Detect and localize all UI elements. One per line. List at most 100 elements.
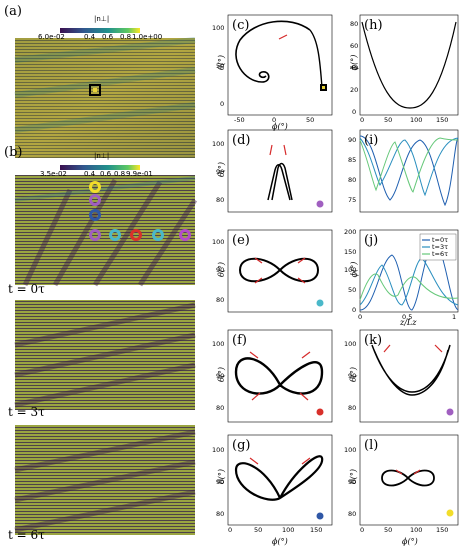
panel-label-l: (l)	[364, 438, 379, 453]
panel-label-c: (c)	[232, 18, 250, 33]
tick-j-x-0: 0	[358, 313, 363, 321]
tick-g-x-2: 100	[282, 526, 295, 534]
marker-magenta	[179, 229, 191, 241]
tick-l-x-2: 100	[410, 526, 423, 534]
texture-panel-b-t6	[14, 425, 196, 535]
tick-i-y-0: 75	[348, 196, 357, 204]
plot-d	[227, 129, 333, 213]
panel-label-a: (a)	[4, 4, 22, 19]
tick-c-y-2: 100	[212, 24, 225, 32]
tick-l-x-1: 50	[384, 526, 393, 534]
tick-e-y-0: 80	[216, 296, 225, 304]
xlabel-c: ϕ(°)	[272, 122, 288, 131]
panel-label-k: (k)	[364, 333, 383, 348]
marker-cyan-2	[152, 229, 164, 241]
tick-c-y-0: 0	[220, 100, 225, 108]
tick-g-x-3: 150	[310, 526, 323, 534]
tick-j-y-2: 100	[344, 266, 357, 274]
tick-l-x-0: 0	[360, 526, 365, 534]
legend-j-t6: t=6τ	[432, 250, 449, 258]
tick-h-y-1: 20	[350, 86, 359, 94]
marker-red	[130, 229, 142, 241]
tick-g-y-1: 90	[216, 478, 225, 486]
tick-i-y-1: 80	[348, 176, 357, 184]
panel-label-i: (i)	[364, 133, 379, 148]
tick-f-y-1: 90	[216, 372, 225, 380]
tick-c-x-2: 50	[306, 116, 315, 124]
tick-c-x-0: -50	[234, 116, 245, 124]
colorbar-b-tick-4: 9.9e-01	[126, 170, 153, 178]
tick-d-y-2: 100	[212, 140, 225, 148]
tick-g-x-0: 0	[228, 526, 233, 534]
tick-i-y-3: 90	[348, 136, 357, 144]
tick-f-y-0: 80	[216, 404, 225, 412]
tick-g-x-1: 50	[254, 526, 263, 534]
plot-e	[227, 229, 333, 313]
time-label-3: t = 3τ	[8, 405, 45, 419]
colorbar-b	[60, 165, 140, 170]
texture-panel-a	[14, 37, 196, 158]
colorbar-a-tick-1: 0.4	[84, 33, 96, 41]
colorbar-a-tick-3: 0.8	[120, 33, 132, 41]
plot-f	[227, 329, 333, 423]
tick-j-y-3: 150	[344, 248, 357, 256]
time-label-0: t = 0τ	[8, 282, 45, 296]
time-label-6: t = 6τ	[8, 528, 45, 542]
tick-i-y-2: 85	[348, 156, 357, 164]
marker-cyan	[109, 229, 121, 241]
tick-l-y-1: 90	[348, 478, 357, 486]
selected-region-marker	[89, 84, 101, 96]
tick-j-y-1: 50	[348, 286, 357, 294]
colorbar-b-tick-1: 0.4	[84, 170, 96, 178]
tick-d-y-0: 80	[216, 196, 225, 204]
colorbar-b-label: |n⊥|	[94, 152, 110, 160]
tick-g-y-0: 80	[216, 510, 225, 518]
tick-j-y-0: 0	[352, 306, 357, 314]
xlabel-g: ϕ(°)	[272, 537, 288, 546]
tick-h-y-2: 40	[350, 64, 359, 72]
panel-label-d: (d)	[232, 133, 251, 148]
colorbar-b-tick-3: 0.8	[114, 170, 126, 178]
legend-j-t0: t=0τ	[432, 236, 449, 244]
tick-h-y-3: 60	[350, 42, 359, 50]
colorbar-a-tick-2: 0.6	[102, 33, 114, 41]
colorbar-a-tick-4: 1.0e+00	[132, 33, 163, 41]
colorbar-b-tick-2: 0.6	[100, 170, 112, 178]
tick-h-x-2: 100	[410, 116, 423, 124]
panel-label-h: (h)	[364, 18, 383, 33]
tick-j-y-4: 200	[344, 228, 357, 236]
panel-label-f: (f)	[232, 333, 247, 348]
xlabel-j: z/Lz	[400, 318, 417, 327]
tick-h-y-4: 80	[350, 20, 359, 28]
tick-g-y-2: 100	[212, 446, 225, 454]
plot-g	[227, 434, 333, 526]
plot-j	[359, 229, 459, 313]
legend-j-t3: t=3τ	[432, 243, 449, 251]
texture-panel-b-t0	[14, 175, 198, 287]
tick-e-y-1: 90	[216, 266, 225, 274]
plot-c	[227, 14, 333, 116]
tick-h-y-0: 0	[352, 108, 357, 116]
panel-label-g: (g)	[232, 438, 251, 453]
tick-k-y-0: 80	[348, 404, 357, 412]
xlabel-l: ϕ(°)	[402, 537, 418, 546]
tick-h-x-0: 0	[360, 116, 365, 124]
tick-j-x-1: 0.5	[402, 313, 413, 321]
panel-label-b: (b)	[4, 145, 23, 160]
marker-blue	[89, 209, 101, 221]
colorbar-a-label: |n⊥|	[94, 15, 110, 23]
direction-arrows	[249, 144, 443, 475]
tick-l-y-2: 100	[344, 446, 357, 454]
marker-purple	[89, 194, 101, 206]
tick-f-y-2: 100	[212, 340, 225, 348]
plot-i	[359, 129, 459, 213]
tick-d-y-1: 90	[216, 168, 225, 176]
tick-e-y-2: 100	[212, 238, 225, 246]
marker-purple-2	[89, 229, 101, 241]
colorbar-b-tick-0: 3.5e-02	[40, 170, 67, 178]
panel-label-j: (j)	[364, 233, 379, 248]
tick-k-y-1: 90	[348, 372, 357, 380]
tick-c-x-1: 0	[272, 116, 277, 124]
plot-k	[359, 329, 459, 423]
